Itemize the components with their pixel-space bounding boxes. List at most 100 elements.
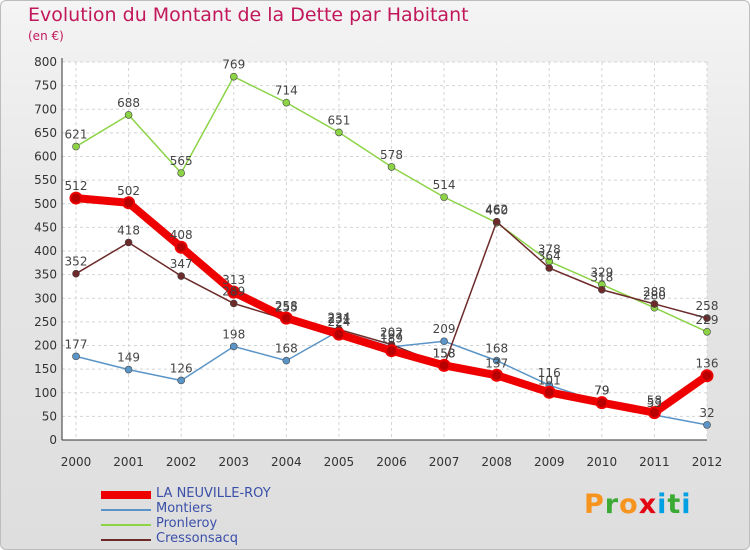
y-tick-label: 350 [34, 268, 57, 282]
data-label: 136 [696, 357, 719, 371]
y-tick-label: 400 [34, 244, 57, 258]
data-label: 769 [222, 58, 245, 72]
data-point [177, 169, 185, 177]
data-label: 168 [275, 342, 298, 356]
data-point [387, 163, 396, 171]
data-point [124, 111, 133, 119]
y-tick-label: 300 [34, 291, 57, 305]
data-point [332, 327, 346, 341]
data-label: 512 [65, 179, 88, 193]
data-label: 126 [170, 361, 193, 375]
data-label: 460 [485, 204, 508, 218]
y-tick-label: 600 [34, 150, 57, 164]
data-label: 202 [380, 326, 403, 340]
y-tick-label: 700 [34, 102, 57, 116]
data-point [69, 191, 83, 205]
data-point [703, 327, 711, 336]
data-point [229, 299, 238, 308]
data-label: 32 [699, 406, 714, 420]
y-tick-label: 500 [34, 197, 57, 211]
data-label: 168 [485, 342, 508, 356]
data-point [124, 365, 133, 374]
y-tick-label: 0 [49, 433, 57, 447]
data-label: 318 [590, 271, 613, 285]
legend-item: Pronleroy [101, 516, 321, 532]
data-point [703, 314, 711, 322]
proxiti-logo: Proxiti [584, 489, 692, 520]
data-point [227, 285, 241, 299]
data-label: 258 [696, 299, 719, 313]
data-point [700, 369, 714, 383]
data-label: 378 [538, 242, 561, 256]
data-label: 313 [222, 273, 245, 287]
y-tick-label: 250 [34, 315, 57, 329]
data-label: 347 [170, 257, 193, 271]
data-label: 58 [647, 394, 662, 408]
data-label: 229 [696, 313, 719, 327]
logo-letter: o [619, 489, 639, 520]
data-point [177, 376, 185, 385]
data-point [124, 238, 133, 247]
x-tick-label: 2004 [271, 455, 302, 469]
y-tick-label: 50 [42, 409, 57, 423]
data-point [595, 396, 609, 410]
legend-swatch [101, 491, 151, 499]
y-tick-label: 100 [34, 386, 57, 400]
data-label: 364 [538, 249, 561, 263]
data-point [282, 98, 291, 107]
data-label: 714 [275, 84, 298, 98]
data-label: 621 [65, 128, 88, 142]
data-point [72, 269, 80, 278]
data-label: 280 [643, 289, 666, 303]
data-label: 565 [170, 154, 193, 168]
logo-letter: r [604, 489, 620, 520]
data-point [542, 385, 556, 399]
x-tick-label: 2008 [481, 455, 512, 469]
x-tick-label: 2006 [376, 455, 407, 469]
data-point [174, 240, 188, 254]
y-tick-label: 750 [34, 79, 57, 93]
data-label: 651 [327, 113, 350, 127]
logo-letter: i [681, 489, 692, 520]
legend-item: LA NEUVILLE-ROY [101, 486, 321, 502]
legend-label: Montiers [156, 501, 213, 516]
data-point [229, 72, 238, 81]
data-point [72, 142, 80, 151]
x-tick-label: 2009 [534, 455, 565, 469]
data-label: 329 [590, 266, 613, 280]
data-label: 79 [594, 384, 609, 398]
data-point [703, 421, 711, 429]
data-label: 289 [222, 284, 245, 298]
x-tick-label: 2002 [166, 455, 197, 469]
data-point [490, 368, 504, 382]
legend-label: Cressonsacq [156, 531, 239, 546]
data-point [492, 356, 501, 365]
data-label: 158 [433, 346, 456, 360]
x-tick-label: 2011 [639, 455, 670, 469]
y-tick-label: 450 [34, 220, 57, 234]
x-tick-label: 2010 [587, 455, 618, 469]
data-label: 578 [380, 148, 403, 162]
chart-title: Evolution du Montant de la Dette par Hab… [28, 4, 469, 26]
legend-item: Montiers [101, 501, 321, 517]
data-label: 408 [170, 228, 193, 242]
legend-swatch [101, 539, 151, 541]
x-tick-label: 2001 [113, 455, 144, 469]
legend-label: Pronleroy [156, 516, 218, 531]
y-tick-label: 150 [34, 362, 57, 376]
logo-letter: i [657, 489, 668, 520]
data-label: 224 [327, 315, 350, 329]
data-label: 231 [327, 312, 350, 326]
chart-legend: LA NEUVILLE-ROY Montiers Pronleroy Cressons… [101, 486, 321, 547]
data-point [229, 342, 238, 351]
data-point [385, 344, 398, 358]
data-point [72, 352, 80, 361]
y-tick-label: 800 [34, 55, 57, 69]
x-tick-label: 2003 [218, 455, 249, 469]
data-point [437, 358, 451, 372]
y-tick-label: 650 [34, 126, 57, 140]
data-label: 158 [433, 346, 456, 360]
data-label: 514 [433, 178, 456, 192]
data-label: 418 [117, 223, 140, 237]
